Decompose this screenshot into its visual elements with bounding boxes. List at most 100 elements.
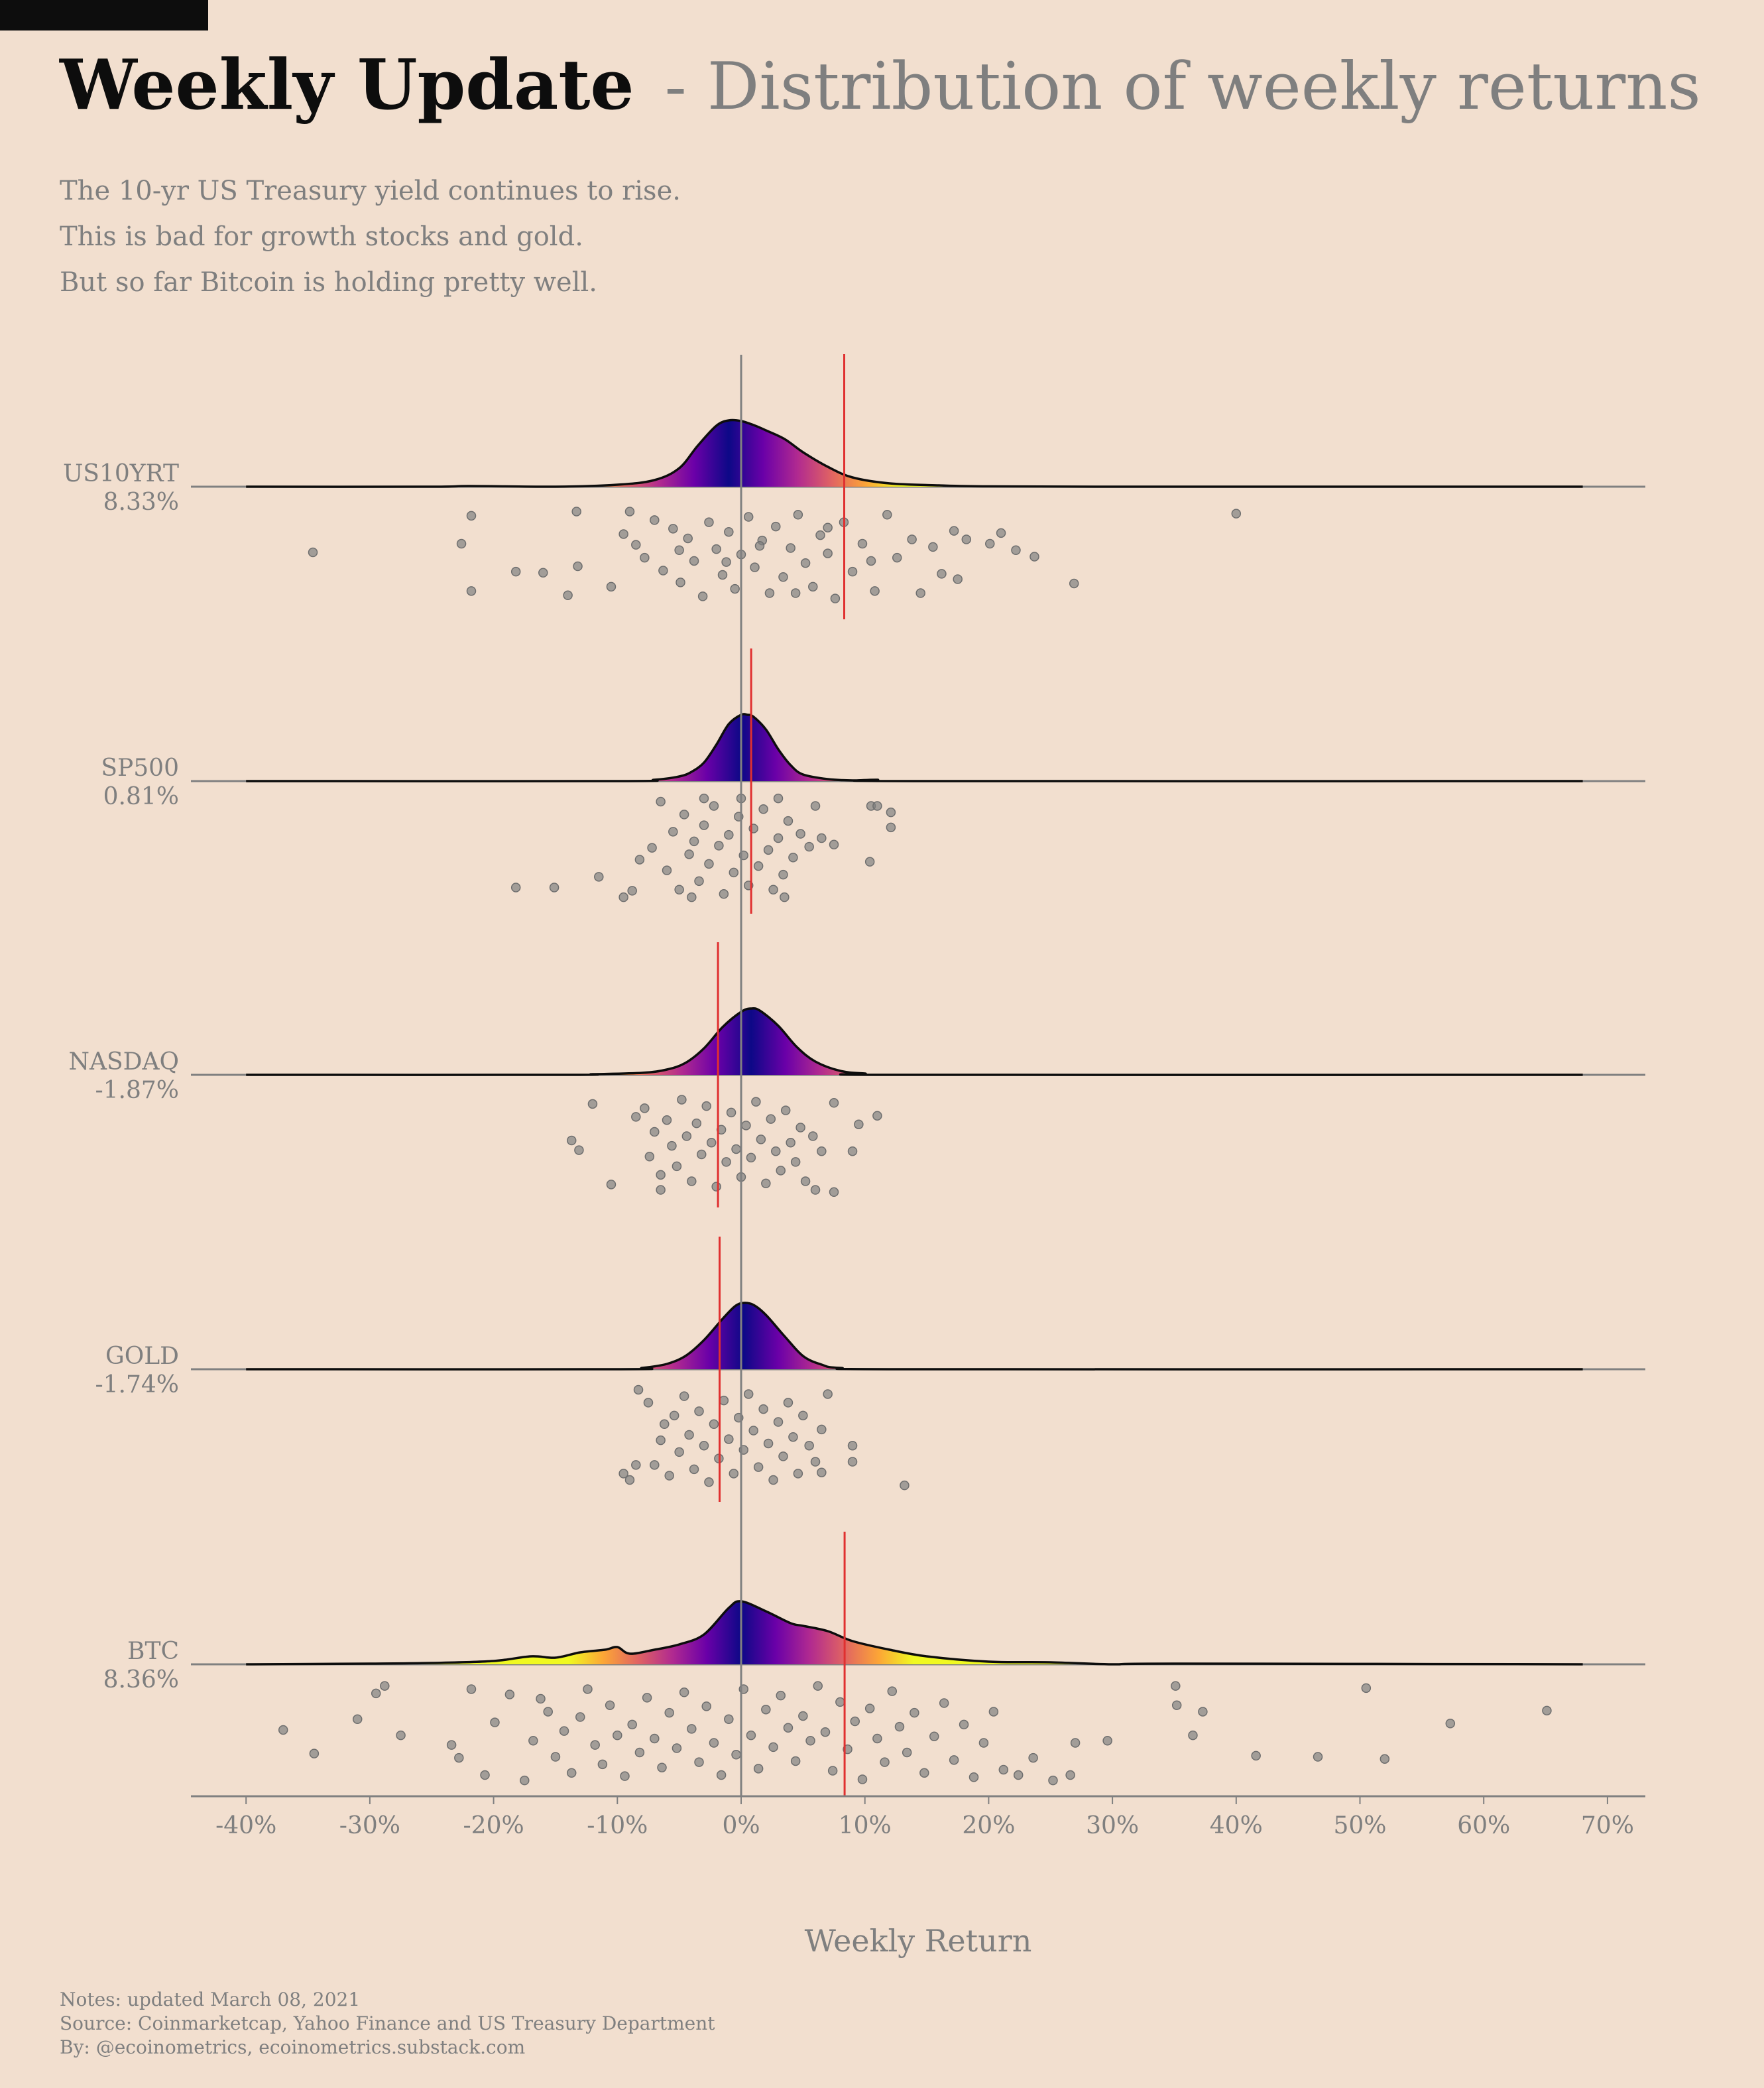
data-point <box>910 1707 919 1718</box>
data-point <box>714 841 724 851</box>
data-point <box>1029 552 1039 562</box>
data-point <box>704 859 714 869</box>
data-point <box>709 1738 719 1748</box>
data-point <box>543 1707 553 1717</box>
data-point <box>624 507 635 517</box>
data-point <box>823 548 833 558</box>
data-point <box>929 1731 939 1741</box>
data-point <box>550 1752 561 1762</box>
data-point <box>783 1398 794 1408</box>
data-point <box>308 547 318 558</box>
data-point <box>656 1435 666 1445</box>
data-point <box>694 876 704 887</box>
data-point <box>446 1740 457 1750</box>
data-point <box>778 1451 788 1461</box>
data-point <box>627 1719 637 1730</box>
data-point <box>640 1103 650 1113</box>
density-curve <box>246 1600 1583 1666</box>
data-point <box>768 1475 778 1485</box>
data-point <box>662 1115 672 1125</box>
data-point <box>650 1127 660 1137</box>
data-point <box>857 1774 868 1784</box>
data-point <box>882 510 892 520</box>
data-point <box>808 582 818 592</box>
data-point <box>662 865 672 875</box>
data-point <box>829 1187 839 1198</box>
data-point <box>672 1161 682 1172</box>
data-point <box>642 1693 652 1703</box>
page-subtitle: - Distribution of weekly returns <box>664 49 1701 125</box>
density-fill <box>246 1008 1583 1075</box>
data-point <box>810 1457 821 1467</box>
data-point <box>689 836 699 847</box>
data-point <box>1231 509 1242 519</box>
data-point <box>778 572 788 582</box>
data-point <box>676 578 685 587</box>
data-point <box>1171 1700 1182 1710</box>
data-point <box>813 1681 823 1691</box>
data-point <box>872 1733 882 1744</box>
data-point <box>886 822 896 833</box>
data-point <box>674 885 684 895</box>
data-point <box>1313 1752 1323 1762</box>
x-tick-label: 10% <box>839 1812 892 1839</box>
data-point <box>872 1111 882 1121</box>
data-point <box>480 1770 490 1780</box>
data-point <box>768 885 778 895</box>
data-point <box>694 1757 704 1767</box>
x-tick-label: 40% <box>1210 1812 1263 1839</box>
data-point <box>798 1410 808 1421</box>
data-point <box>656 796 666 807</box>
series-latest-value: -1.74% <box>95 1371 179 1398</box>
data-point <box>823 1389 833 1399</box>
data-point <box>658 566 668 576</box>
data-point <box>771 1146 781 1156</box>
data-point <box>835 1697 845 1707</box>
data-point <box>520 1775 530 1786</box>
data-point <box>764 588 775 598</box>
data-point <box>724 526 734 537</box>
data-point <box>829 1098 839 1108</box>
data-point <box>590 1740 600 1750</box>
data-point <box>668 827 678 837</box>
data-point <box>309 1749 320 1758</box>
data-point <box>788 1432 798 1442</box>
data-point <box>721 1157 731 1167</box>
data-point <box>659 1419 670 1430</box>
data-point <box>687 1176 697 1186</box>
data-point <box>758 1404 768 1414</box>
data-point <box>709 801 719 811</box>
data-point <box>716 1770 727 1780</box>
data-point <box>805 1735 815 1746</box>
data-point <box>766 1114 776 1124</box>
data-point <box>753 1764 764 1774</box>
data-point <box>573 561 583 572</box>
data-point <box>1028 1752 1038 1763</box>
data-point <box>780 1105 791 1115</box>
data-point <box>1065 1770 1075 1780</box>
data-point <box>731 1750 741 1760</box>
data-point <box>854 1119 864 1129</box>
series-latest-value: 8.33% <box>103 489 179 516</box>
series-label: SP500 <box>101 755 179 782</box>
data-point <box>697 1149 707 1160</box>
data-point <box>985 538 995 549</box>
data-point <box>650 1460 660 1470</box>
density-curve <box>246 713 1583 782</box>
data-point <box>741 1121 751 1131</box>
data-point <box>647 843 657 853</box>
data-point <box>953 574 963 584</box>
data-point <box>753 861 764 871</box>
data-point <box>959 1719 969 1730</box>
data-point <box>631 1112 641 1122</box>
data-point <box>352 1714 363 1725</box>
data-point <box>731 1144 741 1154</box>
x-tick-label: 20% <box>962 1812 1015 1839</box>
data-point <box>847 1457 858 1467</box>
data-point <box>919 1768 929 1778</box>
data-point <box>820 1727 831 1737</box>
data-point <box>730 583 740 594</box>
data-point <box>928 542 938 552</box>
data-point <box>490 1717 500 1727</box>
